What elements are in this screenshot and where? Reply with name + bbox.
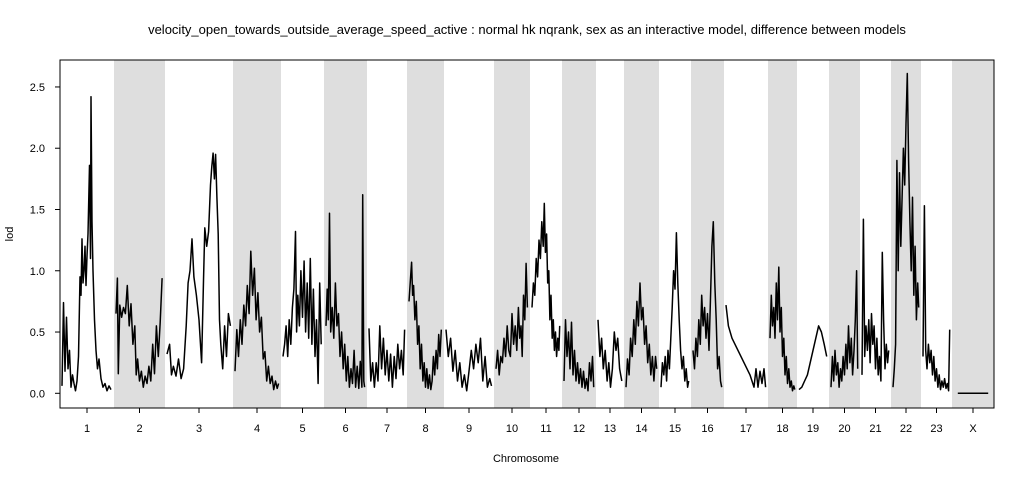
x-tick-label-23: 23: [930, 423, 942, 435]
lod-curve-chr-10: [495, 262, 529, 376]
lod-curve-chr-8: [408, 261, 443, 391]
x-tick-label-8: 8: [422, 423, 428, 435]
y-tick-label: 1.5: [30, 204, 45, 216]
x-tick-label-17: 17: [740, 423, 752, 435]
x-tick-label-6: 6: [342, 423, 348, 435]
lod-curve-chr-22: [892, 72, 920, 388]
lod-curve-chr-3: [166, 152, 232, 380]
y-tick-label: 2.0: [30, 143, 45, 155]
x-tick-label-20: 20: [838, 423, 850, 435]
x-tick-label-9: 9: [466, 423, 472, 435]
x-tick-label-12: 12: [573, 423, 585, 435]
x-axis: 1 2 3 4 5 6 7 8 9 10 11 12 13 14 15 16 17 18 19 20 21 22 23 X: [84, 408, 977, 435]
chromosome-band-10: [494, 60, 530, 408]
x-tick-label-11: 11: [540, 423, 551, 435]
x-tick-label-13: 13: [604, 423, 616, 435]
chromosome-band-2: [114, 60, 165, 408]
x-tick-label-21: 21: [869, 423, 881, 435]
lod-curve-chr-11: [531, 202, 561, 358]
x-tick-label-10: 10: [506, 423, 518, 435]
plot-frame: [59, 59, 995, 409]
x-tick-label-X: X: [969, 423, 977, 435]
lod-curve-chr-23: [922, 205, 951, 392]
x-tick-label-3: 3: [196, 423, 202, 435]
lod-curve-chr-6: [325, 194, 366, 390]
chromosome-band-X: [952, 60, 994, 408]
x-tick-label-4: 4: [254, 423, 260, 435]
chromosome-band-4: [233, 60, 281, 408]
x-tick-label-1: 1: [84, 423, 90, 435]
lod-curve-chr-14: [625, 282, 658, 388]
lod-curve-chr-12: [563, 319, 595, 392]
lod-curve-chr-9: [445, 329, 493, 392]
x-tick-label-22: 22: [900, 423, 912, 435]
lod-curve-chr-5: [282, 230, 322, 385]
x-tick-label-16: 16: [701, 423, 713, 435]
x-axis-label: Chromosome: [493, 453, 559, 465]
y-axis-label: lod: [4, 227, 16, 242]
lod-curve-chr-18: [769, 266, 796, 392]
lod-curve-chr-4: [234, 250, 280, 391]
lod-curve-chr-16: [692, 220, 723, 388]
y-tick-label: 0.0: [30, 388, 45, 400]
x-tick-label-7: 7: [384, 423, 390, 435]
lod-curve-chr-2: [115, 277, 163, 388]
lod-curve-chr-1: [61, 96, 112, 392]
lod-curves: [61, 72, 989, 395]
lod-curve-chr-13: [597, 319, 623, 388]
chromosome-bands: [114, 60, 994, 408]
lod-curve-chr-7: [368, 325, 406, 388]
x-tick-label-2: 2: [136, 423, 142, 435]
x-tick-label-19: 19: [807, 423, 819, 435]
lod-curve-chr-17: [725, 305, 767, 388]
y-axis: 0.0 0.5 1.0 1.5 2.0 2.5: [30, 82, 60, 400]
y-tick-label: 2.5: [30, 82, 45, 94]
lod-curve-chr-15: [660, 232, 690, 388]
x-tick-label-5: 5: [299, 423, 305, 435]
y-tick-label: 1.0: [30, 266, 45, 278]
lod-curve-chr-21: [861, 218, 890, 382]
chart-title: velocity_open_towards_outside_average_sp…: [148, 22, 906, 37]
x-tick-label-18: 18: [776, 423, 788, 435]
lod-curve-chr-19: [798, 325, 828, 391]
chromosome-band-20: [829, 60, 860, 408]
x-tick-label-15: 15: [669, 423, 681, 435]
y-tick-label: 0.5: [30, 327, 45, 339]
lod-curve-chr-20: [830, 270, 859, 388]
x-tick-label-14: 14: [635, 423, 647, 435]
